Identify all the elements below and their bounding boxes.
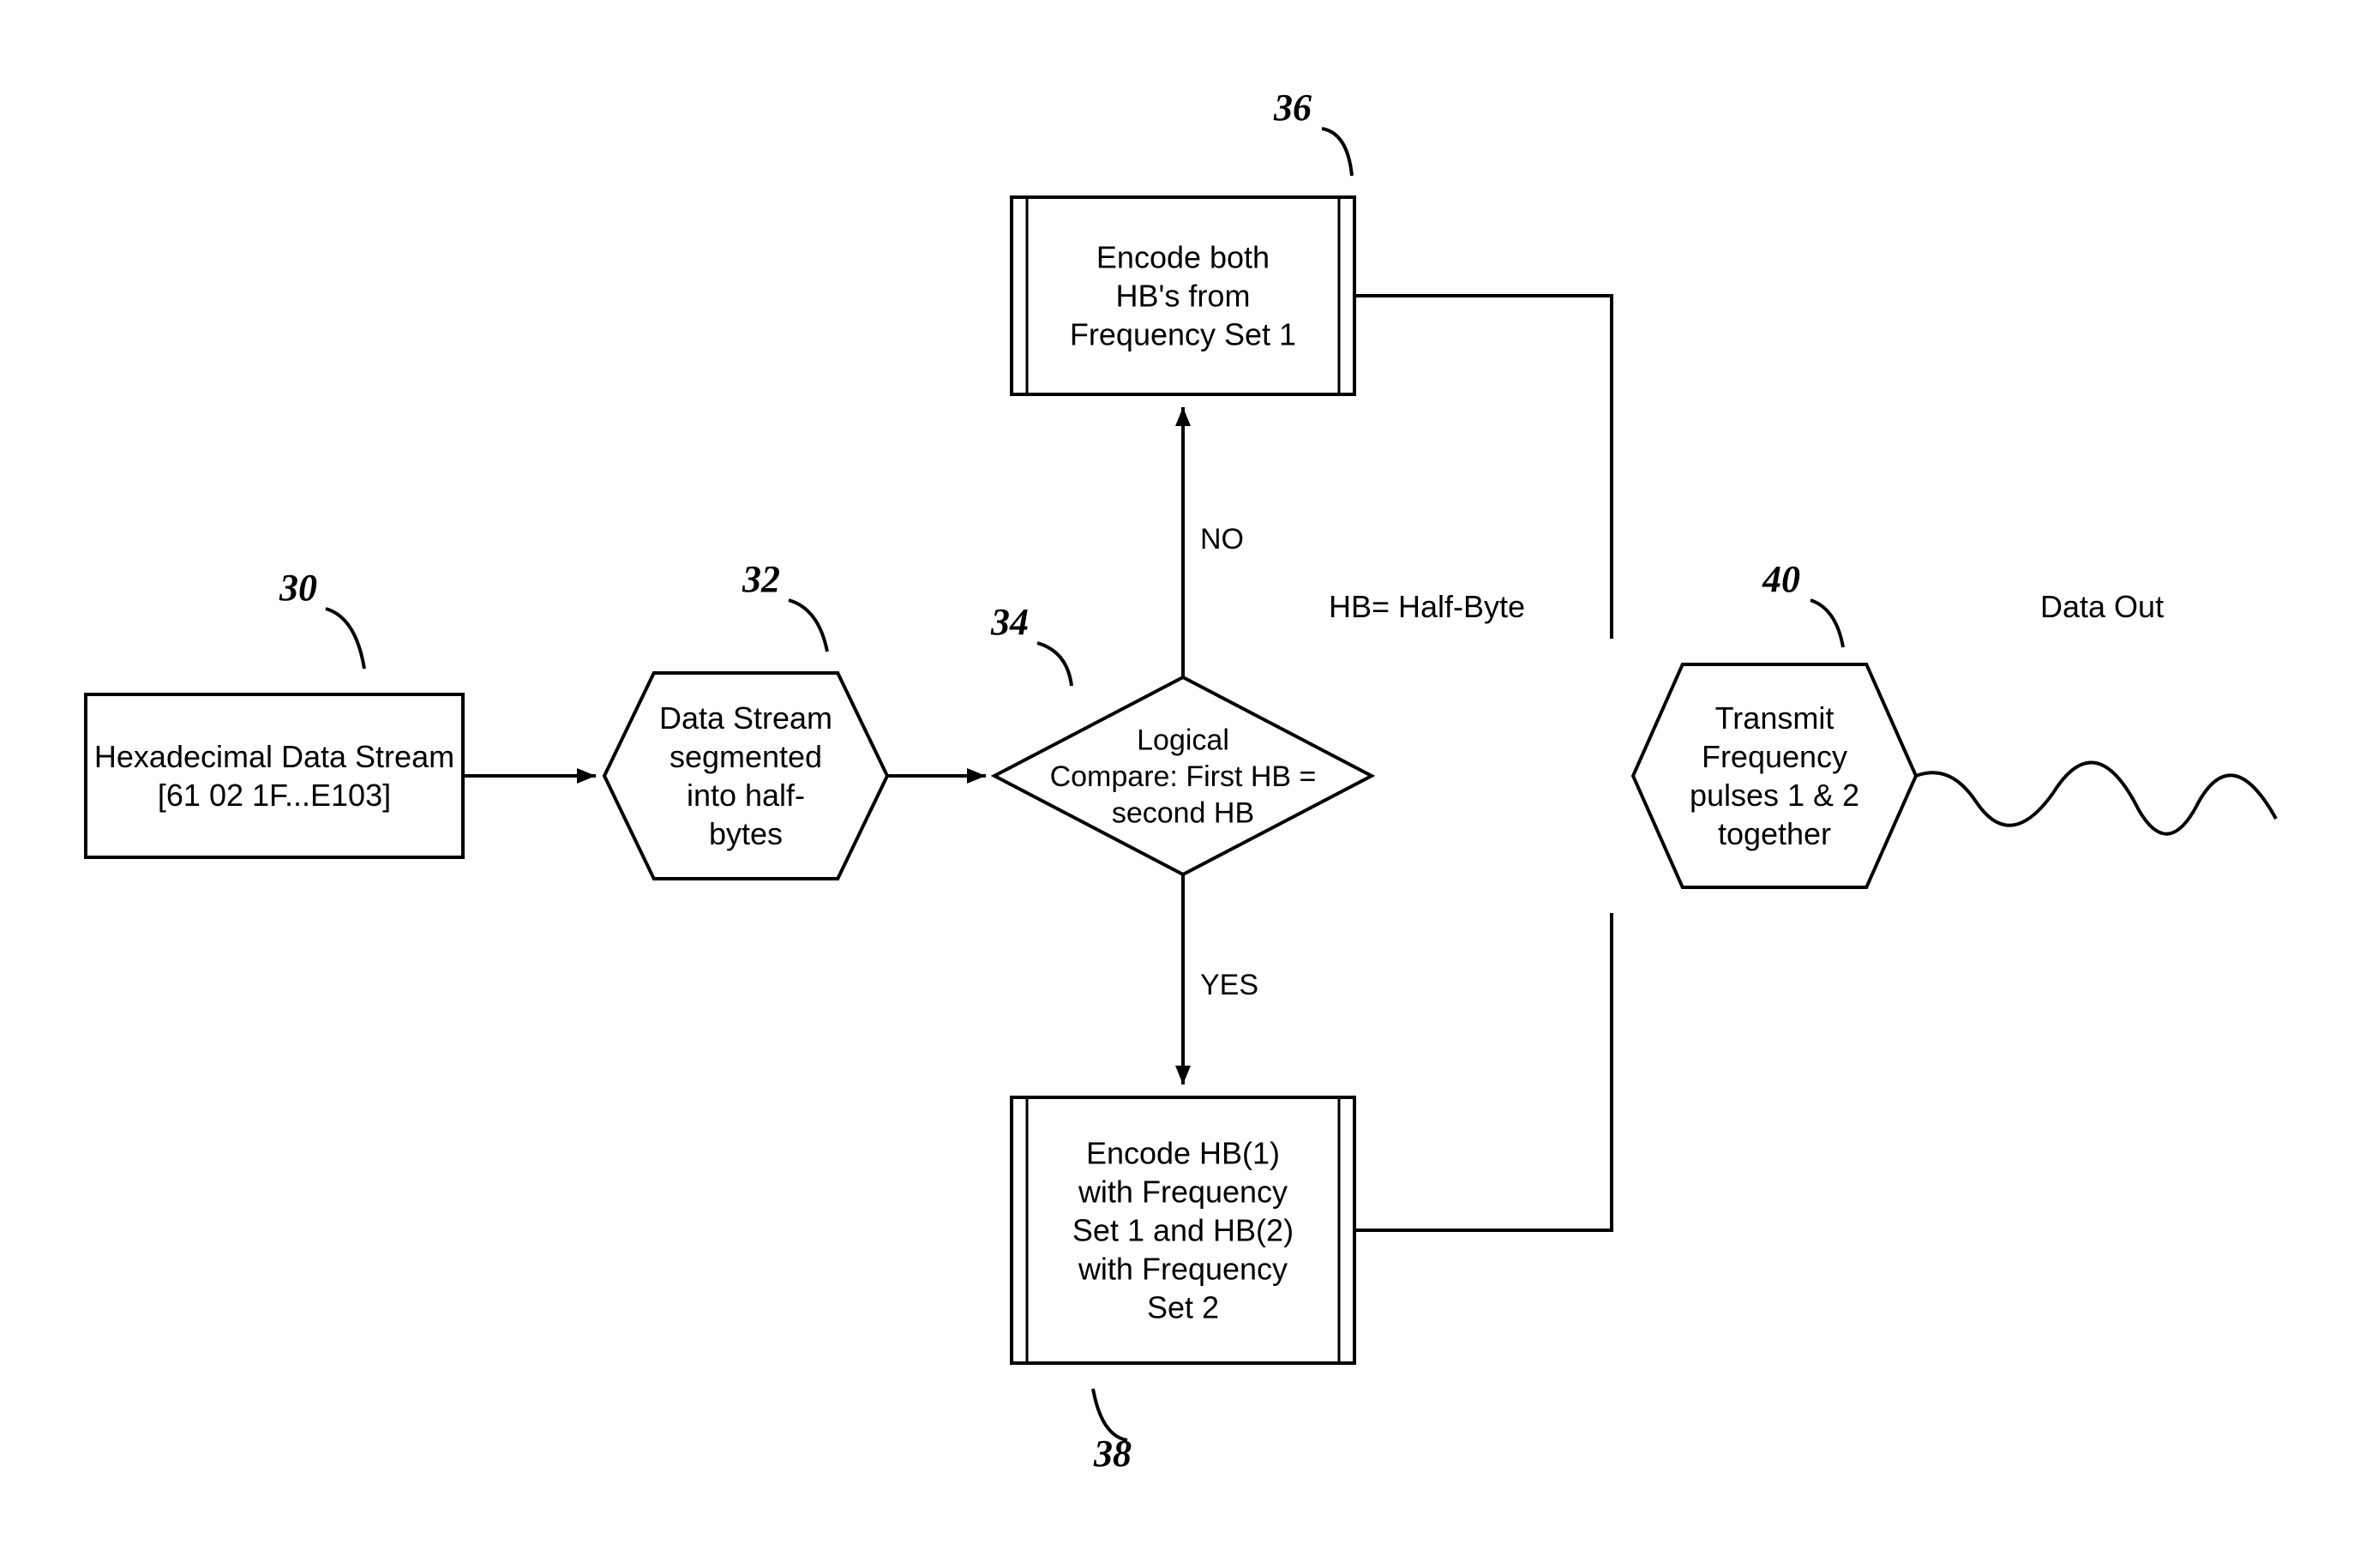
n38-text-line: with Frequency (1078, 1252, 1288, 1287)
n40-text: TransmitFrequency pulses 1 & 2together (1690, 700, 1859, 851)
arrowhead (577, 768, 596, 784)
edge-n38-n40 (1354, 913, 1612, 1230)
n40-hex (1633, 664, 1916, 887)
n34-text-line: Compare: First HB = (1050, 760, 1317, 793)
n40-text-line: Frequency (1702, 739, 1847, 774)
n38-text-line: Set 2 (1147, 1290, 1219, 1325)
n30-text-line: Hexadecimal Data Stream (94, 739, 454, 774)
n36-text-line: Encode both (1096, 240, 1270, 275)
edge-n36-n40 (1354, 296, 1612, 639)
n32-text-line: bytes (709, 816, 783, 851)
n40-ref: 40 (1762, 558, 1800, 600)
n38-text-line: Encode HB(1) (1086, 1136, 1280, 1171)
n34-ref-tail (1037, 643, 1072, 686)
n32-text-line: Data Stream (659, 700, 832, 736)
n36-text-line: HB's from (1116, 279, 1251, 314)
n30-ref-tail (326, 609, 364, 669)
n34-text-line: Logical (1137, 724, 1229, 756)
n30-ref: 30 (279, 567, 317, 609)
n34-text: Logical Compare: First HB =second HB (1050, 724, 1317, 829)
n36-text-line: Frequency Set 1 (1070, 317, 1296, 352)
n34-ref: 34 (990, 601, 1029, 643)
legend-text: HB= Half-Byte (1329, 589, 1525, 624)
n32-ref: 32 (742, 558, 780, 600)
n30-text-line: [61 02 1F...E103] (158, 778, 391, 813)
data-out-label: Data Out (2040, 589, 2164, 624)
n32-text: Data Streamsegmented into half-bytes (659, 700, 832, 851)
n36-ref: 36 (1273, 87, 1312, 129)
n38-text-line: Set 1 and HB(2) (1072, 1213, 1294, 1248)
n32-text-line: into half- (687, 778, 805, 813)
n40-text-line: Transmit (1715, 700, 1835, 736)
n38-text-line: with Frequency (1078, 1174, 1288, 1210)
edge-label-3: YES (1200, 969, 1258, 1001)
arrowhead (967, 768, 986, 784)
flowchart-canvas: Hexadecimal Data Stream [61 02 1F...E103]… (0, 0, 2378, 1568)
output-wave (1916, 762, 2276, 833)
n34-text-line: second HB (1112, 796, 1254, 829)
arrowhead (1175, 407, 1191, 426)
edge-label-2: NO (1200, 523, 1244, 556)
n32-ref-tail (789, 600, 827, 652)
n40-ref-tail (1811, 600, 1843, 647)
n36-text: Encode both HB's fromFrequency Set 1 (1070, 240, 1296, 352)
arrowhead (1175, 1066, 1191, 1084)
n40-text-line: together (1718, 816, 1831, 851)
n40-text-line: pulses 1 & 2 (1690, 778, 1859, 813)
n30-text: Hexadecimal Data Stream [61 02 1F...E103] (94, 739, 454, 813)
n38-text: Encode HB(1)with FrequencySet 1 and HB(2… (1072, 1136, 1294, 1325)
n30-box (86, 694, 463, 857)
n32-text-line: segmented (670, 739, 822, 774)
n36-ref-tail (1322, 129, 1352, 176)
